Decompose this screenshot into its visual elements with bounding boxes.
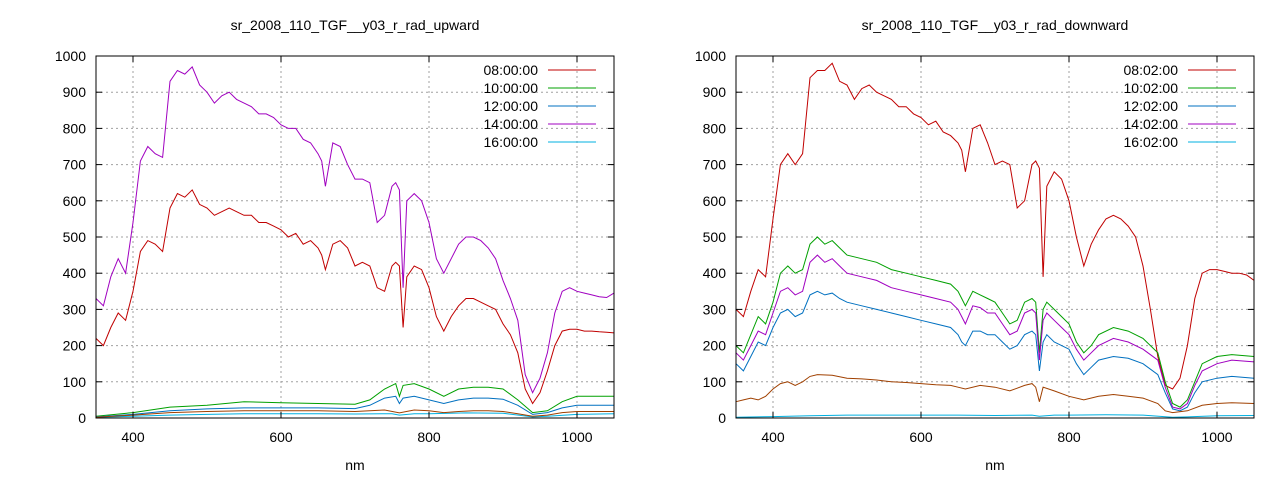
- series-line-3: [735, 290, 1255, 412]
- y-tick-label: 1000: [695, 48, 726, 64]
- series-line-5: [95, 412, 615, 418]
- y-tick-label: 900: [63, 84, 87, 100]
- series-line-6: [735, 374, 1255, 414]
- y-tick-label: 700: [703, 157, 727, 173]
- series-line-6: [95, 409, 614, 418]
- series-line-5: [735, 414, 1255, 418]
- y-tick-label: 500: [63, 229, 87, 245]
- x-tick-label: 800: [1057, 429, 1081, 445]
- legend-label: 16:00:00: [484, 134, 539, 150]
- y-tick-label: 300: [63, 301, 87, 317]
- y-tick-label: 100: [703, 374, 727, 390]
- x-tick-label: 600: [269, 429, 293, 445]
- legend-label: 14:00:00: [484, 116, 539, 132]
- chart-panel-2: 400 600 800 1000 0 100 200 300 400 500 600 700 800 90…: [695, 17, 1255, 473]
- legend-label: 12:00:00: [484, 98, 539, 114]
- y-tick-label: 800: [703, 120, 727, 136]
- x-tick-label: 400: [761, 429, 785, 445]
- y-tick-label: 400: [703, 265, 727, 281]
- x-tick-label: 1000: [561, 429, 592, 445]
- y-tick-label: 500: [703, 229, 727, 245]
- x-tick-label: 600: [909, 429, 933, 445]
- y-tick-label: 0: [78, 410, 86, 426]
- x-tick-label: 1000: [1201, 429, 1232, 445]
- series-line-2: [735, 236, 1255, 408]
- y-tick-label: 1000: [55, 48, 86, 64]
- y-tick-label: 100: [63, 374, 87, 390]
- x-tick-label: 800: [417, 429, 441, 445]
- y-tick-label: 900: [703, 84, 727, 100]
- chart-title: sr_2008_110_TGF__y03_r_rad_downward: [862, 17, 1129, 33]
- series-line-4: [95, 66, 615, 394]
- y-tick-label: 700: [63, 157, 87, 173]
- x-tick-label: 400: [121, 429, 145, 445]
- legend-label: 10:02:00: [1124, 80, 1179, 96]
- y-tick-label: 600: [63, 193, 87, 209]
- series-line-1: [735, 62, 1255, 390]
- series-line-1: [95, 189, 615, 405]
- series-line-3: [95, 395, 614, 418]
- series-line-4: [735, 254, 1255, 410]
- legend-label: 08:00:00: [484, 62, 539, 78]
- chart-title: sr_2008_110_TGF__y03_r_rad_upward: [231, 17, 480, 33]
- y-tick-label: 600: [703, 193, 727, 209]
- legend-label: 08:02:00: [1124, 62, 1179, 78]
- y-tick-label: 0: [718, 410, 726, 426]
- y-tick-label: 300: [703, 301, 727, 317]
- y-tick-label: 800: [63, 120, 87, 136]
- y-tick-label: 400: [63, 265, 87, 281]
- legend-label: 16:02:00: [1124, 134, 1179, 150]
- series-line-2: [95, 382, 614, 417]
- x-axis-label: nm: [985, 457, 1004, 473]
- legend-label: 10:00:00: [484, 80, 539, 96]
- y-tick-label: 200: [703, 338, 727, 354]
- chart-panel-1: 400 600 800 1000 0 100 200 300 400 500 600 700 800 90…: [55, 17, 615, 473]
- legend-label: 12:02:00: [1124, 98, 1179, 114]
- y-tick-label: 200: [63, 338, 87, 354]
- x-axis-label: nm: [345, 457, 364, 473]
- legend-label: 14:02:00: [1124, 116, 1179, 132]
